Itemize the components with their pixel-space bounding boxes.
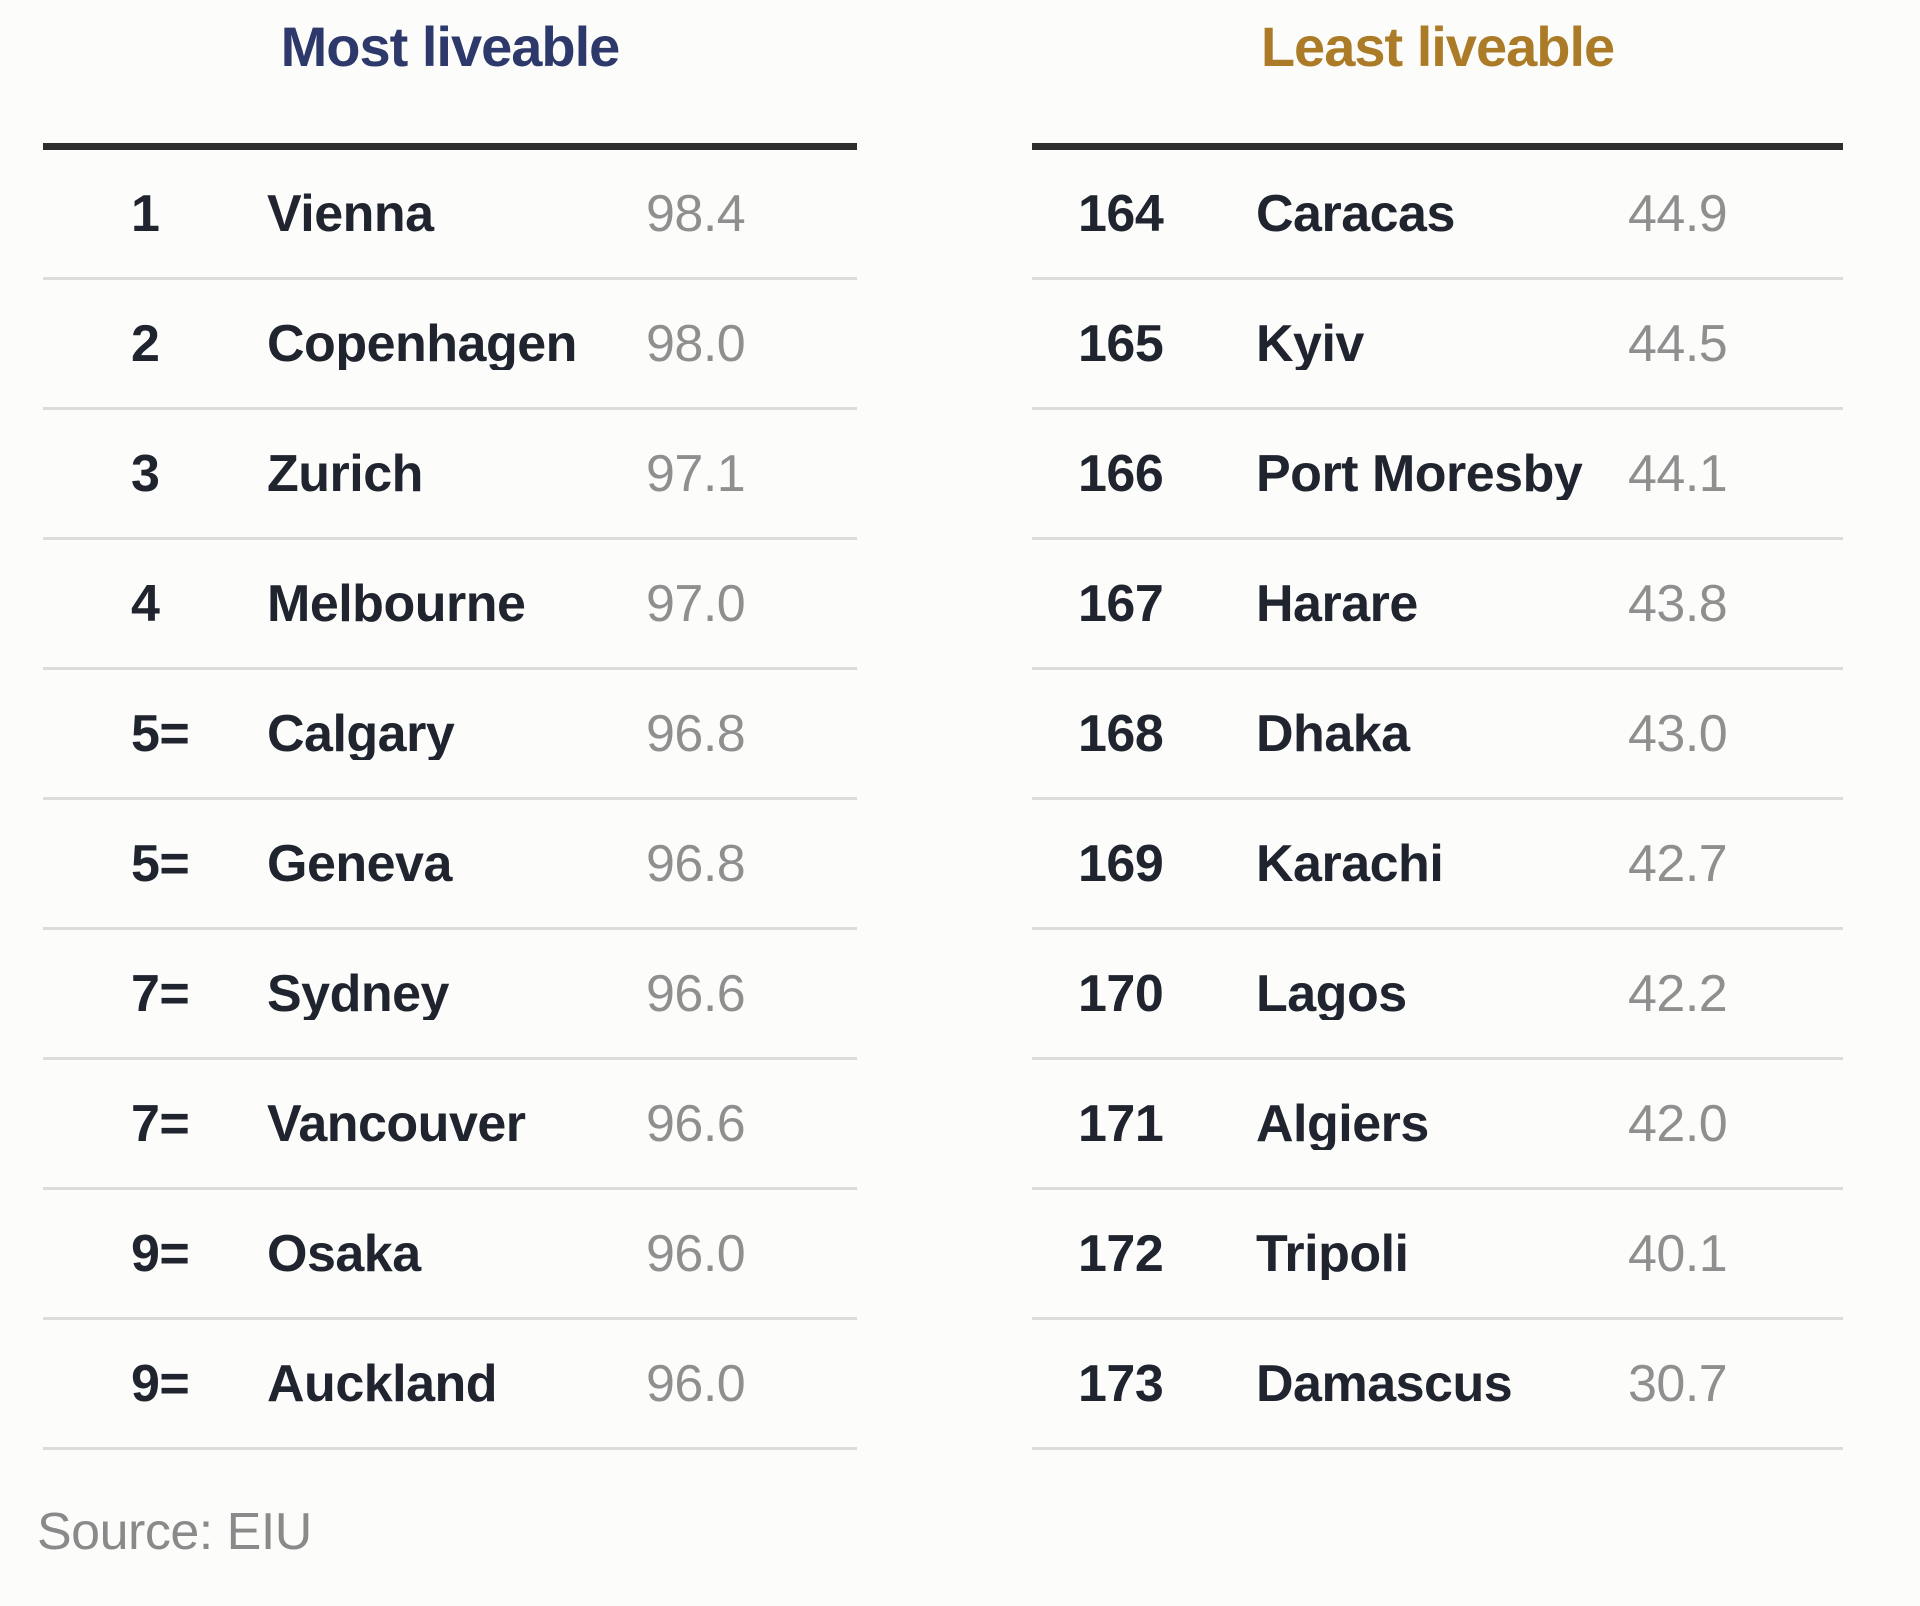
score-cell: 42.0 [1628, 1094, 1728, 1153]
score-cell: 43.0 [1628, 704, 1728, 763]
city-cell: Damascus [1256, 1357, 1513, 1410]
score-cell: 42.2 [1628, 964, 1728, 1023]
table-row: 5= Calgary 96.8 [43, 670, 857, 800]
table-row: 5= Geneva 96.8 [43, 800, 857, 930]
city-cell: Melbourne [267, 577, 526, 630]
city-cell: Kyiv [1256, 317, 1364, 370]
score-cell: 96.0 [646, 1224, 746, 1283]
city-cell: Port Moresby [1256, 447, 1583, 500]
table-row: 2 Copenhagen 98.0 [43, 280, 857, 410]
table-row: 9= Auckland 96.0 [43, 1320, 857, 1450]
rank-cell: 167 [1078, 574, 1164, 633]
source-note: Source: EIU [37, 1503, 312, 1561]
most-liveable-title: Most liveable [280, 15, 621, 78]
rank-cell: 171 [1078, 1094, 1164, 1153]
table-row: 164 Caracas 44.9 [1032, 150, 1843, 280]
least-liveable-title: Least liveable [1260, 15, 1615, 78]
table-row: 171 Algiers 42.0 [1032, 1060, 1843, 1190]
rank-cell: 7= [131, 1094, 190, 1153]
score-cell: 40.1 [1628, 1224, 1728, 1283]
score-cell: 44.9 [1628, 184, 1728, 243]
city-cell: Karachi [1256, 837, 1444, 890]
rank-cell: 173 [1078, 1354, 1164, 1413]
city-cell: Dhaka [1256, 707, 1410, 760]
table-row: 7= Sydney 96.6 [43, 930, 857, 1060]
score-cell: 96.6 [646, 964, 746, 1023]
score-cell: 96.8 [646, 834, 746, 893]
city-cell: Copenhagen [267, 317, 577, 370]
rank-cell: 7= [131, 964, 190, 1023]
city-cell: Vienna [267, 187, 434, 240]
rank-cell: 2 [131, 314, 160, 373]
city-cell: Calgary [267, 707, 455, 760]
score-cell: 97.1 [646, 444, 746, 503]
city-cell: Caracas [1256, 187, 1455, 240]
table-row: 1 Vienna 98.4 [43, 150, 857, 280]
rank-cell: 169 [1078, 834, 1164, 893]
least-liveable-rows: 164 Caracas 44.9 165 Kyiv 44.5 166 Port Moresby… [1032, 143, 1843, 1450]
city-cell: Lagos [1256, 967, 1407, 1020]
rank-cell: 3 [131, 444, 160, 503]
table-row: 3 Zurich 97.1 [43, 410, 857, 540]
score-cell: 96.6 [646, 1094, 746, 1153]
city-cell: Harare [1256, 577, 1418, 630]
table-row: 4 Melbourne 97.0 [43, 540, 857, 670]
city-cell: Vancouver [267, 1097, 526, 1150]
table-row: 167 Harare 43.8 [1032, 540, 1843, 670]
table-row: 170 Lagos 42.2 [1032, 930, 1843, 1060]
rank-cell: 164 [1078, 184, 1164, 243]
rank-cell: 5= [131, 704, 190, 763]
table-row: 7= Vancouver 96.6 [43, 1060, 857, 1190]
score-cell: 42.7 [1628, 834, 1728, 893]
city-cell: Zurich [267, 447, 423, 500]
rank-cell: 1 [131, 184, 160, 243]
table-row: 172 Tripoli 40.1 [1032, 1190, 1843, 1320]
score-cell: 96.0 [646, 1354, 746, 1413]
table-row: 9= Osaka 96.0 [43, 1190, 857, 1320]
table-row: 173 Damascus 30.7 [1032, 1320, 1843, 1450]
score-cell: 96.8 [646, 704, 746, 763]
most-liveable-rows: 1 Vienna 98.4 2 Copenhagen 98.0 3 Zurich 97.1 4 Me… [43, 143, 857, 1450]
score-cell: 30.7 [1628, 1354, 1728, 1413]
table-row: 165 Kyiv 44.5 [1032, 280, 1843, 410]
city-cell: Algiers [1256, 1097, 1429, 1150]
rank-cell: 170 [1078, 964, 1164, 1023]
rank-cell: 9= [131, 1354, 190, 1413]
score-cell: 44.5 [1628, 314, 1728, 373]
table-row: 169 Karachi 42.7 [1032, 800, 1843, 930]
rank-cell: 168 [1078, 704, 1164, 763]
table-row: 168 Dhaka 43.0 [1032, 670, 1843, 800]
score-cell: 43.8 [1628, 574, 1728, 633]
score-cell: 98.4 [646, 184, 746, 243]
rank-cell: 166 [1078, 444, 1164, 503]
city-cell: Osaka [267, 1227, 421, 1280]
rank-cell: 5= [131, 834, 190, 893]
city-cell: Tripoli [1256, 1227, 1409, 1280]
rank-cell: 4 [131, 574, 160, 633]
table-row: 166 Port Moresby 44.1 [1032, 410, 1843, 540]
rank-cell: 9= [131, 1224, 190, 1283]
city-cell: Sydney [267, 967, 449, 1020]
city-cell: Geneva [267, 837, 452, 890]
score-cell: 97.0 [646, 574, 746, 633]
score-cell: 44.1 [1628, 444, 1728, 503]
city-cell: Auckland [267, 1357, 498, 1410]
score-cell: 98.0 [646, 314, 746, 373]
rank-cell: 165 [1078, 314, 1164, 373]
rank-cell: 172 [1078, 1224, 1164, 1283]
